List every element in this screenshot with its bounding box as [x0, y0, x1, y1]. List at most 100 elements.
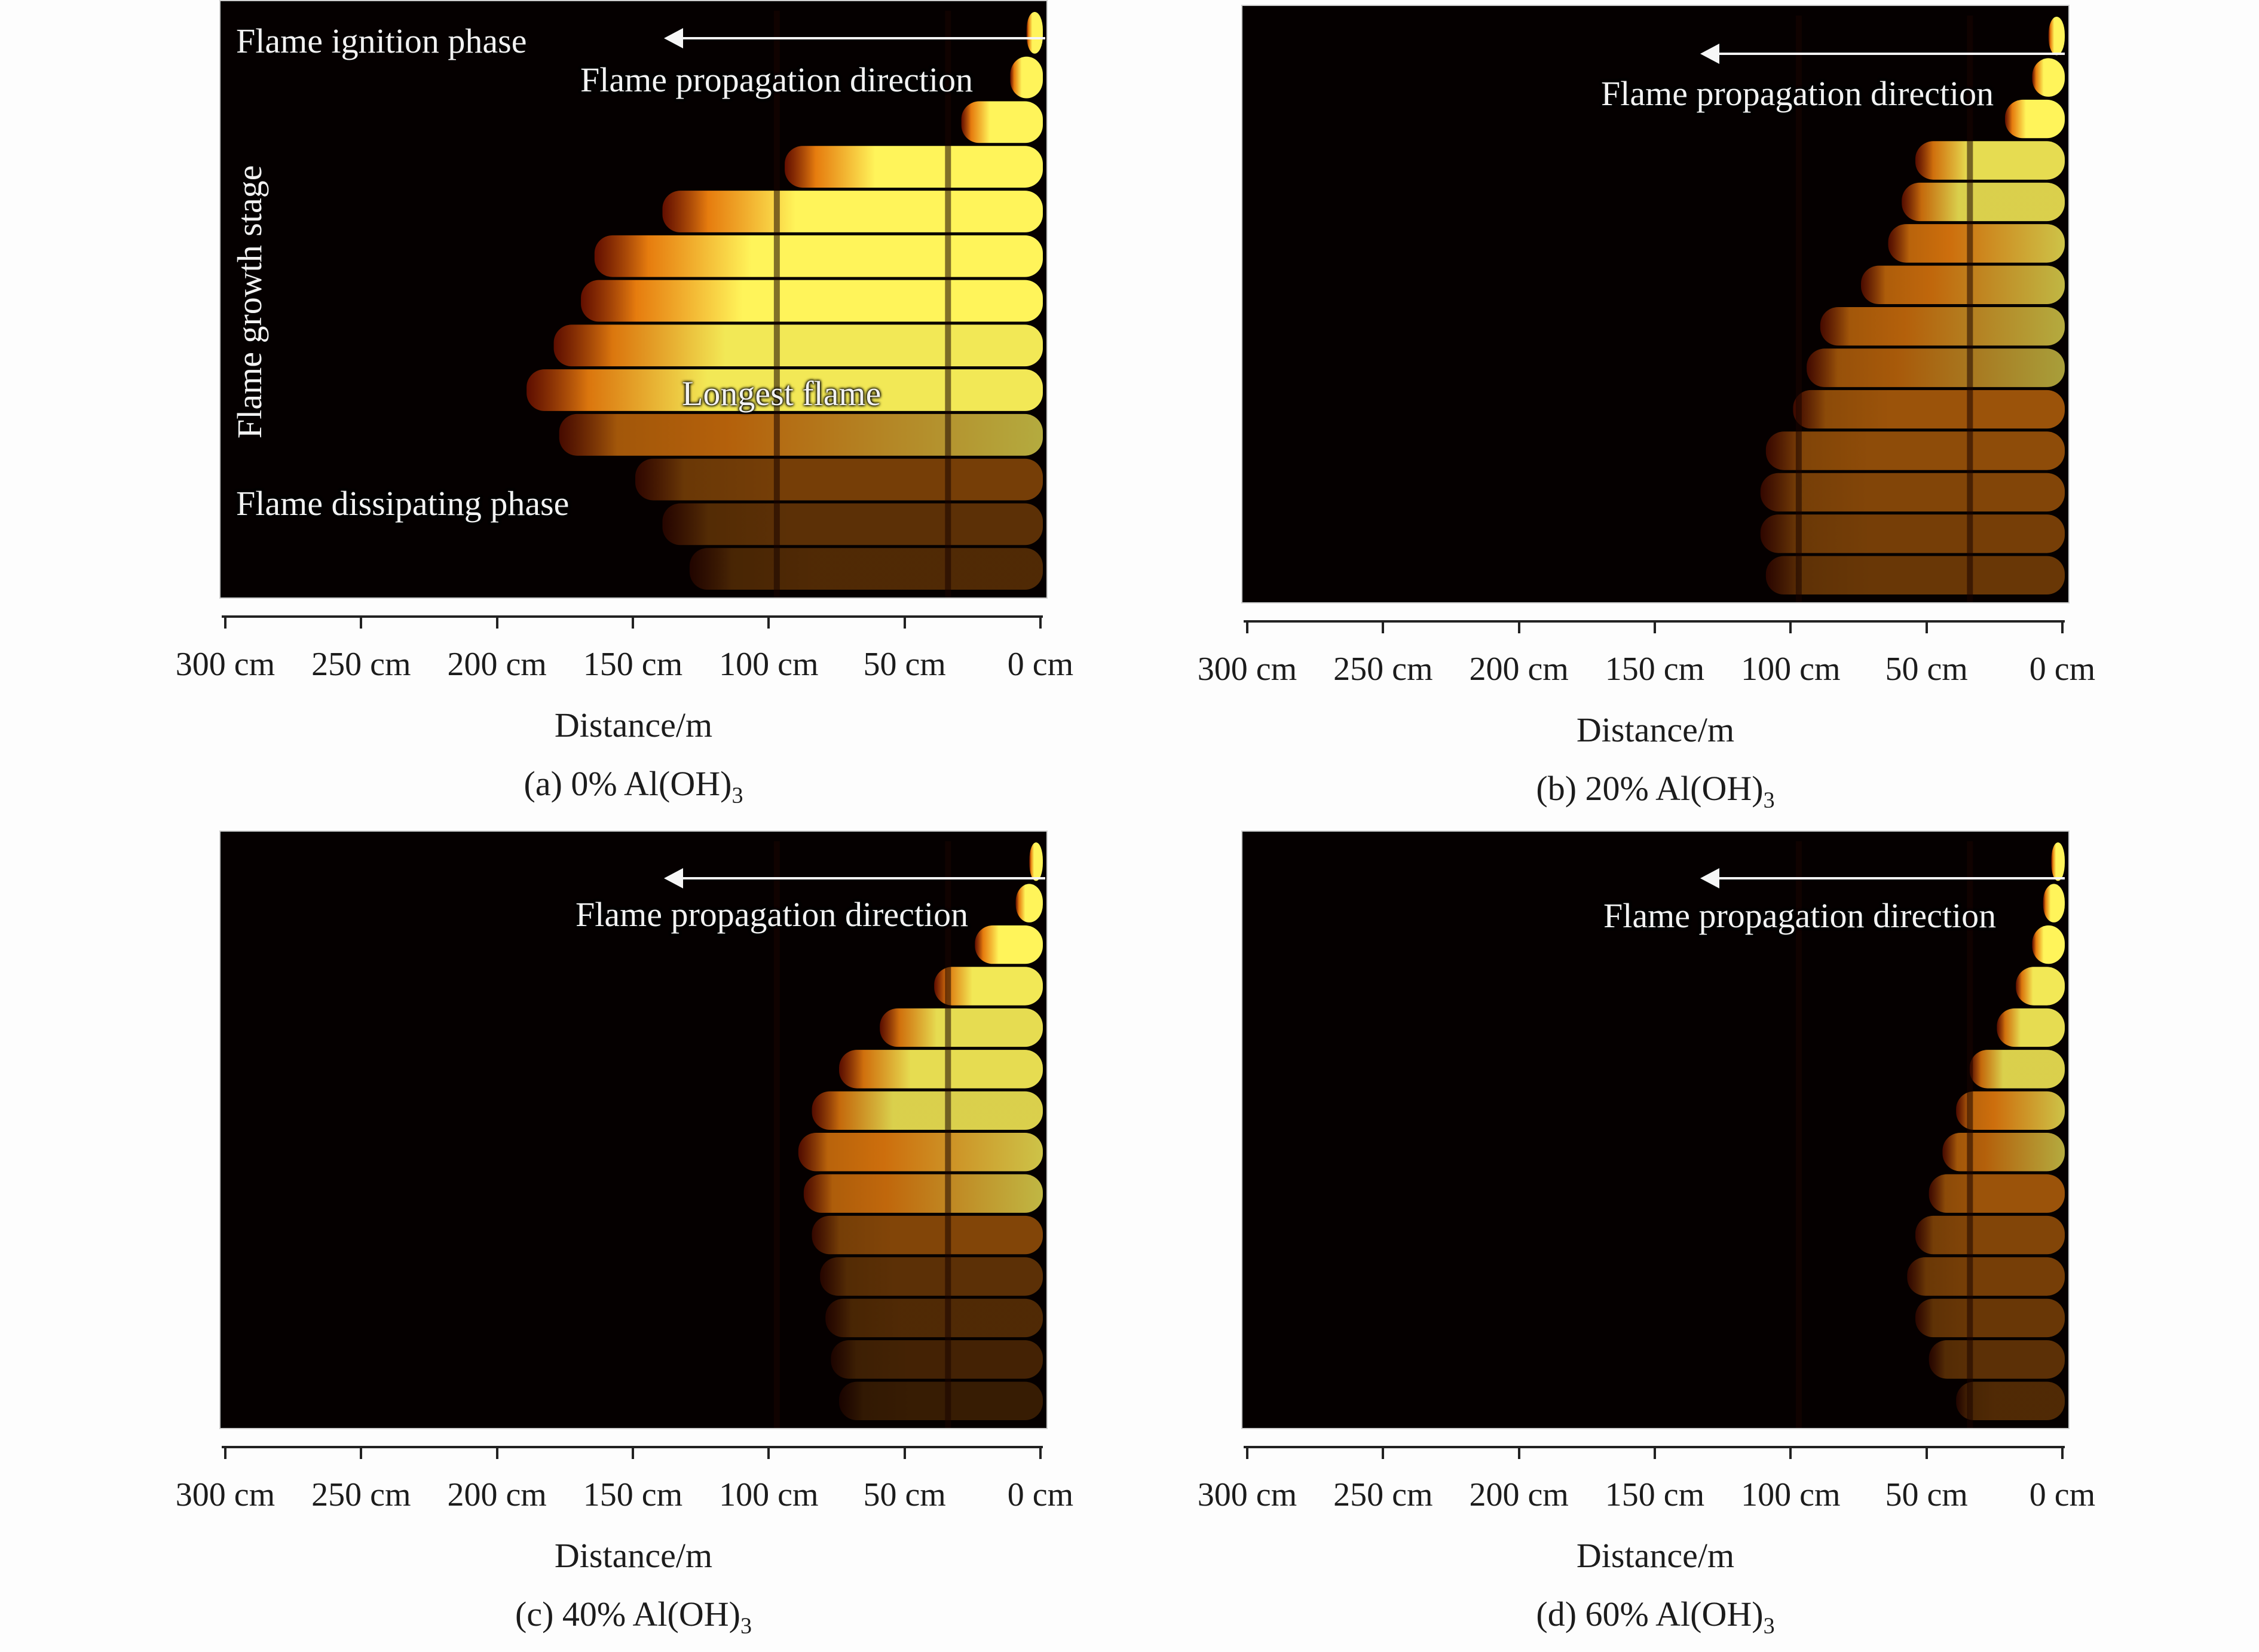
propagation-direction-label: Flame propagation direction: [576, 895, 969, 934]
axis-title: Distance/m: [554, 706, 713, 744]
axis-tick: [2061, 1446, 2064, 1459]
distance-axis: [1244, 620, 2065, 636]
tick-label: 150 cm: [583, 646, 683, 683]
axis-tick: [360, 615, 363, 629]
tick-label: 50 cm: [1885, 1476, 1968, 1513]
propagation-arrow: [664, 868, 1045, 888]
flame-strip: [812, 1091, 1043, 1130]
tick-label: 50 cm: [863, 646, 946, 683]
propagation-arrow: [1700, 44, 2065, 64]
tick-label: 200 cm: [447, 646, 547, 683]
growth-stage-label: Flame growth stage: [230, 165, 269, 439]
propagation-direction-label: Flame propagation direction: [1601, 74, 1994, 113]
dissipating-phase-label: Flame dissipating phase: [236, 484, 570, 523]
flame-strip: [1969, 1050, 2065, 1089]
flame-strip: [880, 1008, 1043, 1047]
flame-image-c: Flame propagation direction: [219, 830, 1048, 1429]
panel-caption: (c) 40% Al(OH)3: [515, 1595, 752, 1639]
flame-strip: [1029, 842, 1043, 881]
axis-tick: [1382, 1446, 1385, 1459]
tick-label: 300 cm: [1197, 651, 1297, 688]
tick-label: 250 cm: [1333, 1476, 1433, 1513]
flame-strip: [1010, 56, 1043, 99]
flame-strip: [1929, 1174, 2065, 1213]
flame-strip: [2016, 967, 2065, 1006]
tick-label: 300 cm: [175, 646, 276, 683]
propagation-direction-label: Flame propagation direction: [1603, 896, 1997, 935]
flame-strip: [1997, 1008, 2065, 1047]
pipe-joint-line: [1795, 841, 1802, 1428]
flame-strip: [2048, 17, 2065, 56]
flame-strips-a: [527, 11, 1043, 597]
distance-axis: [222, 1446, 1043, 1461]
tick-label: 150 cm: [1605, 651, 1705, 688]
flame-image-d: Flame propagation direction: [1241, 830, 2070, 1429]
panel-c: Flame propagation direction 300 cm 250 cm…: [176, 830, 1073, 1639]
panel-caption: (b) 20% Al(OH)3: [1536, 769, 1775, 813]
flame-strip: [662, 503, 1043, 545]
flame-strip: [1807, 348, 2065, 387]
tick-label: 300 cm: [1197, 1476, 1297, 1513]
longest-flame-label: Longest flame: [682, 374, 881, 413]
flame-strip: [961, 101, 1043, 143]
flame-strip: [1015, 884, 1043, 922]
axis-tick: [1039, 1446, 1042, 1459]
axis-tick: [903, 615, 906, 629]
axis-tick: [632, 1446, 634, 1459]
pipe-joint-line: [945, 11, 951, 597]
axis-tick: [1925, 1446, 1928, 1459]
axis-tick: [1246, 1446, 1248, 1459]
propagation-arrow: [1700, 868, 2065, 888]
flame-strip: [839, 1050, 1043, 1089]
tick-label: 250 cm: [311, 646, 411, 683]
axis-tick: [495, 1446, 498, 1459]
tick-label: 0 cm: [1007, 1476, 1074, 1513]
flame-image-a: Flame ignition phase Flame propagation d…: [219, 0, 1048, 599]
distance-axis: [222, 615, 1043, 631]
flame-strip: [1942, 1133, 2065, 1172]
tick-label: 0 cm: [1007, 646, 1074, 683]
axis-tick: [632, 615, 634, 629]
pipe-joint-line: [773, 841, 780, 1428]
flame-strip: [798, 1133, 1043, 1172]
flame-image-b: Flame propagation direction: [1241, 5, 2070, 603]
flame-strip: [662, 191, 1043, 232]
axis-tick: [767, 1446, 770, 1459]
flame-strip: [975, 925, 1043, 964]
tick-label: 50 cm: [863, 1476, 946, 1513]
flame-strip: [2004, 99, 2065, 139]
flame-strip: [1820, 307, 2065, 346]
propagation-direction-label: Flame propagation direction: [580, 60, 974, 99]
pipe-joint-line: [1795, 16, 1802, 602]
axis-tick: [495, 615, 498, 629]
axis-tick: [1517, 620, 1520, 633]
flame-strip: [1902, 182, 2065, 222]
panel-a: Flame ignition phase Flame propagation d…: [176, 0, 1073, 808]
pipe-joint-line: [1967, 16, 1973, 602]
axis-title: Distance/m: [554, 1536, 713, 1575]
flame-strip: [594, 235, 1043, 277]
flame-strip: [1861, 265, 2065, 304]
flame-strip: [1929, 1340, 2065, 1379]
axis-title: Distance/m: [1576, 1536, 1735, 1575]
flame-strip: [1765, 556, 2065, 594]
flame-strip: [934, 967, 1043, 1006]
tick-label: 200 cm: [1469, 1476, 1569, 1513]
axis-tick: [1654, 620, 1656, 633]
flame-strip: [553, 324, 1043, 367]
flame-strip: [1907, 1257, 2065, 1296]
flame-strip: [1760, 473, 2065, 512]
tick-label: 100 cm: [1741, 1476, 1841, 1513]
pipe-joint-line: [1967, 841, 1973, 1428]
distance-axis: [1244, 1446, 2065, 1461]
tick-label: 100 cm: [719, 646, 819, 683]
panel-caption: (a) 0% Al(OH)3: [524, 764, 743, 808]
flame-strip: [689, 548, 1043, 590]
flame-strip: [527, 369, 1043, 411]
pipe-joint-line: [945, 841, 951, 1428]
tick-label: 250 cm: [1333, 651, 1433, 688]
axis-title: Distance/m: [1576, 710, 1735, 749]
tick-label: 300 cm: [175, 1476, 276, 1513]
flame-strip: [1760, 514, 2065, 553]
axis-tick: [1039, 615, 1042, 629]
